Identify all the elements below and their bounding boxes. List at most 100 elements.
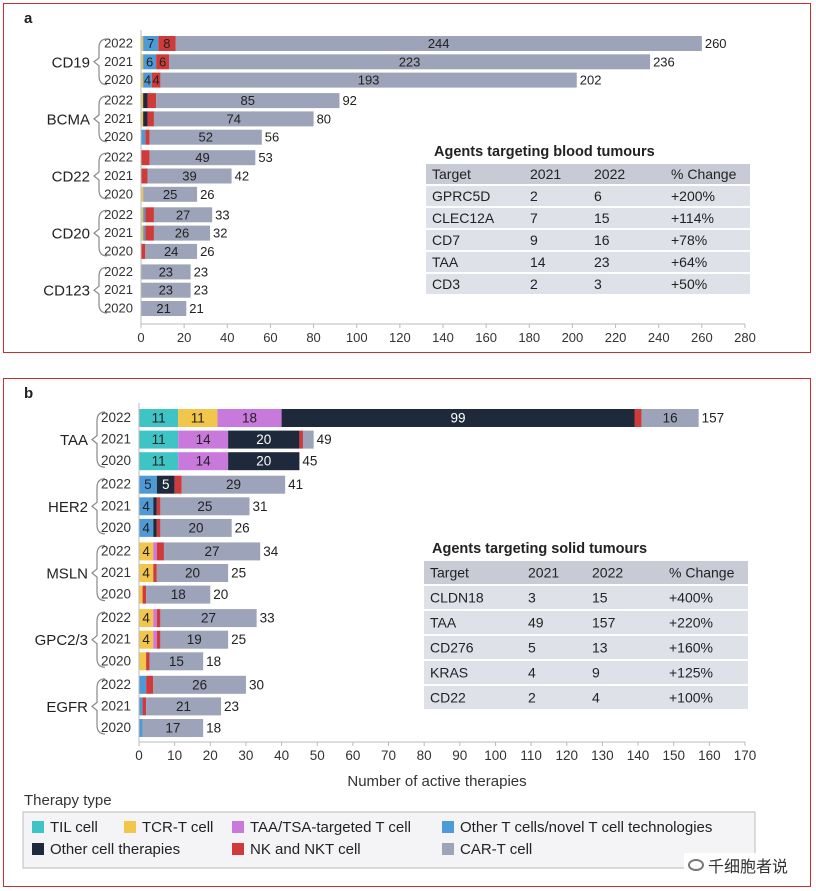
bar-segment-her2-2022-other-cell-therapies [156,475,175,494]
segment-label: 5 [162,477,170,492]
group-label-msln: MSLN [46,566,88,583]
legend-item-other-t-cells-novel-t-cell-technologies: Other T cells/novel T cell technologies [460,819,712,836]
table-row [424,661,748,684]
table-row [426,230,750,250]
bar-segment-cd20-2022-other-t-cells-novel-t-cell-technologies [143,207,146,223]
segment-label: 25 [197,499,212,514]
segment-label: 223 [399,54,421,69]
table-cell: 3 [594,276,602,292]
bar-total-label: 20 [213,587,228,602]
segment-label: 39 [182,169,196,184]
bar-total-label: 49 [317,432,332,447]
bar-segment-msln-2021-tcr-t-cell [139,564,154,582]
table-title: Agents targeting solid tumours [432,541,647,557]
panel-b: b 2022 11 11 18 99 16 157 2021 11 14 20 49 2020 11 14 2… [3,378,811,887]
bar-segment-egfr-2022-car-t-cell [153,675,246,694]
panel-label-b: b [24,385,34,402]
year-label: 2020 [104,72,133,87]
legend-box [22,811,756,869]
segment-label: 4 [142,566,150,581]
table-header-cell: % Change [671,166,737,182]
group-label-cd123: CD123 [43,283,90,300]
bar-segment-taa-2021-taa-tsa-targeted-t-cell [178,430,229,449]
year-label: 2022 [104,36,133,51]
year-label: 2020 [104,243,133,258]
x-tick-label: 80 [417,748,432,763]
year-label: 2022 [101,410,131,425]
x-tick-label: 60 [345,748,360,763]
bar-segment-cd19-2020-tcr-t-cell [141,72,144,88]
segment-label: 20 [189,520,204,535]
panel-a: a 2022 7 8 244 260 2021 6 6 223 236 2020 4 4 193 202 CD… [3,3,811,353]
bar-segment-cd19-2020-other-t-cells-novel-t-cell-technologies [143,72,152,88]
segment-label: 193 [358,73,380,88]
table-row [426,208,750,228]
bar-segment-msln-2022-tcr-t-cell [139,542,154,561]
bar-segment-egfr-2021-car-t-cell [146,697,221,716]
x-tick-label: 280 [734,330,756,345]
bar-total-label: 30 [249,677,264,692]
x-tick-label: 10 [167,748,182,763]
bar-segment-her2-2022-car-t-cell [181,475,286,494]
legend-item-nk-and-nkt-cell: NK and NKT cell [250,841,361,858]
bar-total-label: 34 [263,544,279,559]
x-tick-label: 80 [306,330,320,345]
bar-segment-msln-2021-nk-and-nkt-cell [153,564,157,582]
year-label: 2022 [104,264,133,279]
segment-label: 11 [152,432,166,447]
bar-total-label: 92 [342,93,356,108]
segment-label: 27 [176,207,190,222]
bar-segment-cd123-2022-car-t-cell [141,264,191,280]
group-bracket [93,266,108,314]
bar-segment-cd20-2022-nk-and-nkt-cell [145,207,154,223]
segment-label: 6 [146,54,153,69]
year-label: 2020 [101,520,131,535]
year-label: 2021 [101,632,131,647]
group-label-cd22: CD22 [52,169,90,186]
x-tick-label: 90 [452,748,467,763]
legend-swatch-taa-tsa-targeted-t-cell [232,821,244,833]
bar-total-label: 157 [702,411,725,426]
segment-label: 6 [159,54,166,69]
legend-swatch-nk-and-nkt-cell [232,843,244,855]
x-tick-label: 20 [203,748,218,763]
year-label: 2021 [104,225,133,240]
bar-segment-taa-2021-car-t-cell [302,430,314,449]
segment-label: 20 [185,566,200,581]
segment-label: 7 [147,36,154,51]
bar-segment-cd20-2020-car-t-cell [145,243,198,259]
segment-label: 25 [163,187,177,202]
legend-title: Therapy type [24,792,112,809]
bar-segment-egfr-2022-other-t-cells-novel-t-cell-technologies [139,675,147,694]
bar-segment-cd20-2022-tcr-t-cell [141,207,144,223]
table-header-cell: Target [432,166,471,182]
bar-total-label: 32 [213,226,227,241]
segment-label: 18 [242,411,257,426]
x-tick-label: 120 [389,330,411,345]
table-cell: 13 [592,640,608,656]
x-tick-label: 40 [274,748,289,763]
table-cell: 4 [592,690,600,706]
year-label: 2021 [104,168,133,183]
segment-label: 99 [451,411,466,426]
bar-segment-gpc2-3-2021-car-t-cell [160,630,229,649]
bar-total-label: 23 [224,699,239,714]
table-cell: 9 [592,665,600,681]
year-label: 2021 [104,111,133,126]
segment-label: 74 [227,111,241,126]
table-header-cell: 2022 [594,166,625,182]
bar-segment-cd22-2022-car-t-cell [149,150,256,166]
bar-segment-cd22-2020-tcr-t-cell [141,186,144,202]
segment-label: 17 [165,721,180,736]
table-cell: +160% [669,640,713,656]
table-cell: +64% [671,254,707,270]
bar-segment-her2-2022-nk-and-nkt-cell [174,475,182,494]
bar-segment-cd19-2022-tcr-t-cell [141,36,144,51]
table-row [424,636,748,659]
bar-segment-cd19-2021-car-t-cell [169,54,651,70]
bar-segment-cd20-2020-nk-and-nkt-cell [141,243,146,259]
bar-total-label: 25 [231,566,246,581]
watermark-text: 千细胞者说 [707,859,788,876]
bar-segment-gpc2-3-2021-tcr-t-cell [139,630,154,649]
bar-total-label: 53 [258,150,272,165]
